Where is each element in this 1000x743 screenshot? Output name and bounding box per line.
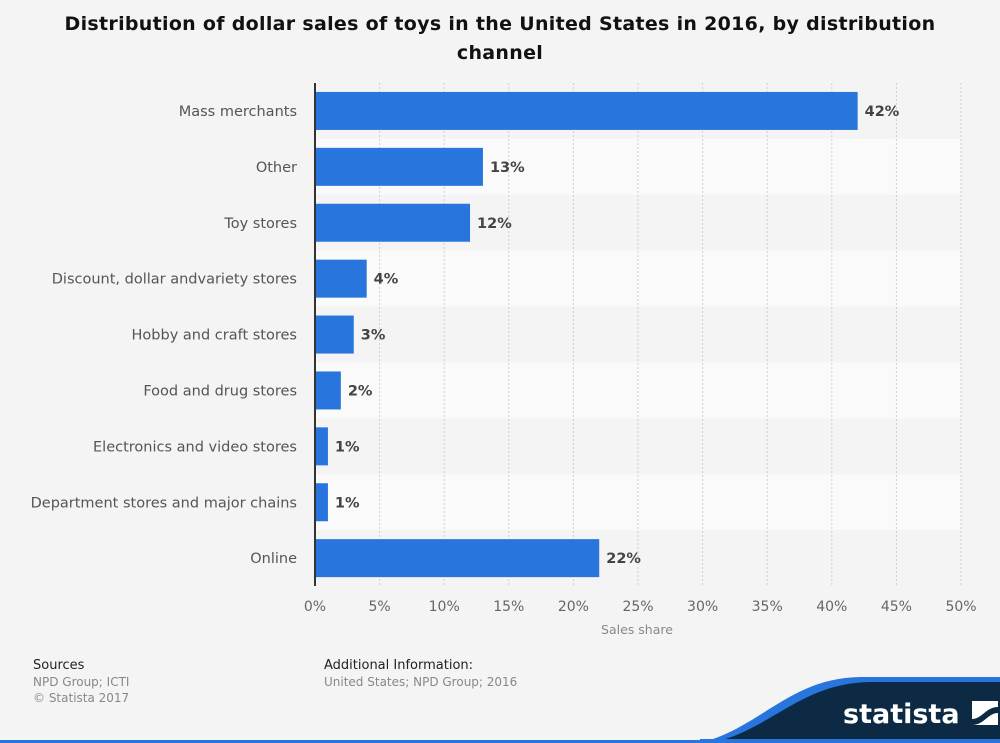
bar bbox=[315, 539, 600, 578]
x-tick-label: 10% bbox=[429, 599, 460, 615]
info-text: United States; NPD Group; 2016 bbox=[324, 675, 518, 689]
x-tick-label: 45% bbox=[881, 599, 912, 615]
x-tick-label: 50% bbox=[945, 599, 976, 615]
x-tick-label: 5% bbox=[368, 599, 390, 615]
x-tick-label: 25% bbox=[622, 599, 653, 615]
x-tick-label: 15% bbox=[493, 599, 524, 615]
x-tick-label: 30% bbox=[687, 599, 718, 615]
bar bbox=[315, 147, 483, 186]
x-tick-label: 40% bbox=[816, 599, 847, 615]
data-label: 42% bbox=[865, 104, 900, 120]
row-band bbox=[315, 306, 961, 363]
category-label: Discount, dollar andvariety stores bbox=[52, 272, 297, 288]
bar bbox=[315, 483, 328, 522]
bar bbox=[315, 203, 471, 242]
chart-title: Distribution of dollar sales of toys in … bbox=[64, 13, 936, 64]
sources-heading: Sources bbox=[33, 658, 85, 673]
x-tick-label: 0% bbox=[304, 599, 326, 615]
svg-text:statista: statista bbox=[843, 699, 960, 730]
copyright: © Statista 2017 bbox=[33, 691, 130, 705]
x-tick-label: 35% bbox=[752, 599, 783, 615]
row-band bbox=[315, 474, 961, 531]
x-axis-label: Sales share bbox=[601, 622, 673, 637]
x-tick-label: 20% bbox=[558, 599, 589, 615]
sources-text: NPD Group; ICTI bbox=[33, 675, 130, 689]
bar bbox=[315, 259, 367, 298]
data-label: 22% bbox=[606, 551, 641, 567]
data-label: 1% bbox=[335, 439, 360, 455]
additional-info-block: Additional Information: United States; N… bbox=[324, 658, 517, 690]
category-label: Electronics and video stores bbox=[93, 439, 297, 455]
data-label: 3% bbox=[361, 328, 386, 344]
category-label: Online bbox=[250, 551, 297, 567]
category-label: Mass merchants bbox=[179, 104, 297, 120]
category-label: Toy stores bbox=[223, 216, 297, 232]
category-label: Food and drug stores bbox=[143, 383, 297, 399]
category-label: Other bbox=[256, 160, 297, 176]
data-label: 1% bbox=[335, 495, 360, 511]
bar bbox=[315, 91, 858, 130]
category-label: Hobby and craft stores bbox=[132, 328, 297, 344]
statista-logo: statista bbox=[700, 677, 1000, 743]
data-label: 12% bbox=[477, 216, 512, 232]
row-band bbox=[315, 418, 961, 475]
data-label: 13% bbox=[490, 160, 525, 176]
data-label: 2% bbox=[348, 383, 373, 399]
bottom-accent-line bbox=[0, 740, 720, 743]
bar bbox=[315, 315, 354, 354]
bar bbox=[315, 371, 341, 410]
statista-icon bbox=[972, 701, 998, 725]
data-label: 4% bbox=[374, 272, 399, 288]
bar-chart: 0% 5% 10% 15% 20% 25% 30% 35% 40% 45% 50% Mass merc… bbox=[31, 83, 977, 637]
row-band bbox=[315, 362, 961, 419]
bar bbox=[315, 427, 328, 466]
category-label: Department stores and major chains bbox=[31, 495, 297, 511]
sources-block: Sources NPD Group; ICTI © Statista 2017 bbox=[33, 658, 129, 706]
info-heading: Additional Information: bbox=[324, 658, 474, 673]
